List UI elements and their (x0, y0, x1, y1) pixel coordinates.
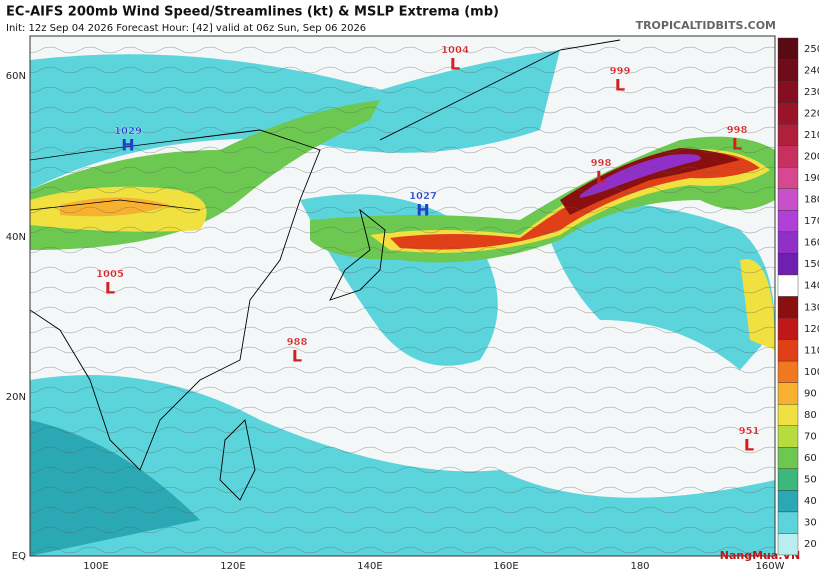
colorbar-label: 250 (804, 44, 819, 55)
lon-label: 120E (220, 561, 245, 572)
colorbar-label: 20 (804, 539, 817, 550)
pressure-letter: L (450, 55, 460, 74)
colorbar-box (777, 339, 799, 362)
colorbar-label: 210 (804, 130, 819, 141)
subtitle: Init: 12z Sep 04 2026 Forecast Hour: [42… (6, 23, 366, 34)
pressure-letter: L (105, 279, 115, 298)
pressure-letter: L (744, 436, 754, 455)
pressure-value: 1004 (441, 45, 469, 56)
colorbar-label: 50 (804, 475, 817, 486)
colorbar-box (777, 404, 799, 426)
colorbar-label: 150 (804, 259, 819, 270)
lon-label: 100E (83, 561, 108, 572)
pressure-value: 951 (739, 426, 760, 437)
colorbar-box (777, 210, 799, 233)
pressure-value: 998 (591, 158, 612, 169)
colorbar-label: 230 (804, 87, 819, 98)
pressure-value: 1005 (96, 269, 124, 280)
colorbar-label: 70 (804, 432, 817, 443)
colorbar-box (777, 80, 799, 103)
pressure-letter: L (732, 135, 742, 154)
map-frame (29, 35, 776, 557)
pressure-value: 998 (727, 125, 748, 136)
colorbar-box (777, 37, 799, 60)
colorbar-box (777, 447, 799, 470)
pressure-letter: H (121, 136, 134, 155)
colorbar-box (777, 511, 799, 534)
colorbar-label: 60 (804, 453, 817, 464)
pressure-letter: L (292, 347, 302, 366)
colorbar-label: 170 (804, 216, 819, 227)
colorbar-label: 180 (804, 195, 819, 206)
colorbar-box (777, 360, 799, 383)
lon-label: 160E (493, 561, 518, 572)
lat-label: 40N (6, 232, 26, 243)
colorbar-label: 140 (804, 281, 819, 292)
colorbar-label: 90 (804, 388, 817, 399)
colorbar-box (777, 274, 799, 297)
colorbar-box (777, 59, 799, 82)
colorbar-box (777, 102, 799, 125)
colorbar-box (777, 317, 799, 340)
colorbar-label: 80 (804, 410, 817, 421)
colorbar-box (777, 490, 799, 513)
lon-label: 160W (756, 561, 785, 572)
colorbar-label: 190 (804, 173, 819, 184)
colorbar-label: 30 (804, 518, 817, 529)
title: EC-AIFS 200mb Wind Speed/Streamlines (kt… (6, 5, 499, 20)
colorbar-box (777, 188, 799, 211)
site-name: TROPICALTIDBITS.COM (636, 19, 776, 32)
colorbar-label: 200 (804, 151, 819, 162)
colorbar-box (777, 382, 799, 405)
lat-label: 60N (6, 71, 26, 82)
pressure-value: 988 (287, 337, 308, 348)
lat-label: EQ (12, 551, 26, 562)
colorbar-box (777, 533, 799, 556)
colorbar-box (777, 231, 799, 254)
colorbar-box (777, 253, 799, 276)
colorbar-label: 100 (804, 367, 819, 378)
colorbar-box (777, 468, 799, 491)
pressure-letter: L (615, 76, 625, 95)
lon-label: 180 (630, 561, 649, 572)
colorbar-label: 130 (804, 302, 819, 313)
colorbar-label: 240 (804, 65, 819, 76)
colorbar-label: 160 (804, 238, 819, 249)
colorbar-box (777, 123, 799, 146)
colorbar-label: 220 (804, 108, 819, 119)
wind-field (30, 36, 775, 556)
colorbar-box (777, 167, 799, 189)
pressure-value: 1027 (409, 191, 437, 202)
pressure-letter: L (596, 168, 606, 187)
colorbar-box (777, 296, 799, 319)
lat-label: 20N (6, 392, 26, 403)
colorbar-box (777, 145, 799, 168)
colorbar-label: 40 (804, 496, 817, 507)
colorbar-box (777, 425, 799, 448)
lon-label: 140E (357, 561, 382, 572)
pressure-value: 999 (610, 66, 631, 77)
colorbar-label: 120 (804, 324, 819, 335)
pressure-value: 1029 (114, 126, 142, 137)
pressure-letter: H (416, 201, 429, 220)
colorbar-label: 110 (804, 345, 819, 356)
